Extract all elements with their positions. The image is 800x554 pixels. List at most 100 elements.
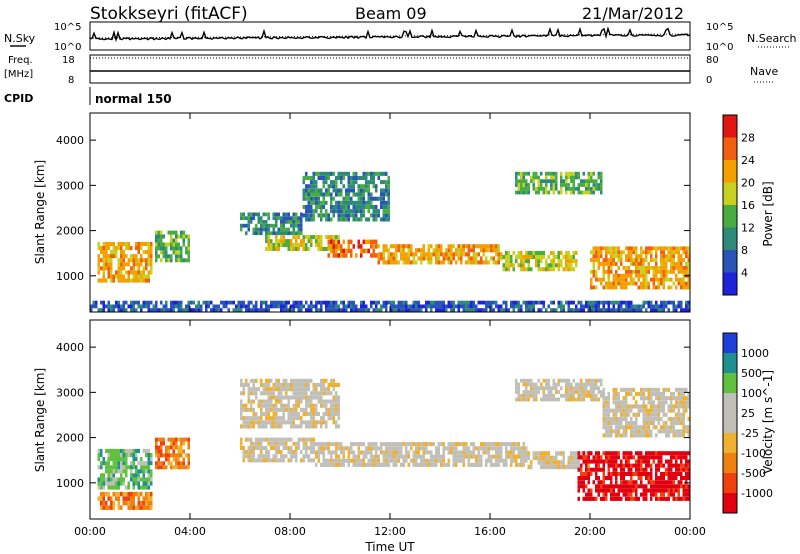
velocity-cell-band-1 — [130, 491, 133, 497]
power-cell-band-9 — [380, 188, 383, 193]
velocity-cell-band-8 — [332, 420, 335, 425]
power-cell-band-9 — [330, 217, 333, 222]
power-cell-band-10 — [542, 300, 545, 305]
power-cell-band-8 — [517, 183, 520, 187]
power-cell-band-9 — [327, 175, 330, 180]
power-cell-band-0 — [117, 262, 120, 267]
power-cell-band-2 — [272, 227, 275, 232]
power-cell-band-7 — [650, 246, 653, 251]
velocity-cell-band-7 — [550, 397, 553, 402]
velocity-cell-band-9 — [640, 429, 643, 434]
velocity-cell-band-4 — [517, 462, 520, 467]
power-cell-band-7 — [605, 250, 608, 255]
velocity-cell-band-4 — [430, 450, 433, 455]
velocity-cell-band-6 — [675, 451, 678, 456]
power-cell-band-5 — [390, 256, 393, 261]
velocity-cell-band-8 — [280, 382, 283, 387]
power-cell-band-3 — [320, 243, 323, 247]
power-cell-band-7 — [660, 273, 663, 278]
velocity-cell-band-3 — [257, 445, 260, 450]
power-cell-band-5 — [417, 256, 420, 261]
power-cell-band-1 — [162, 234, 165, 239]
power-cell-band-5 — [450, 260, 453, 265]
power-cell-band-9 — [302, 180, 305, 185]
velocity-cell-band-9 — [612, 408, 615, 413]
power-cell-band-10 — [392, 304, 395, 309]
velocity-cell-band-6 — [577, 476, 580, 481]
power-cell-band-2 — [300, 220, 303, 224]
velocity-cell-band-6 — [677, 471, 680, 476]
velocity-cell-band-6 — [680, 467, 683, 472]
power-cell-band-9 — [330, 200, 333, 205]
power-cell-band-8 — [572, 171, 575, 176]
power-cell-band-9 — [360, 209, 363, 214]
velocity-cell-band-7 — [555, 382, 558, 387]
power-cell-band-7 — [597, 258, 600, 262]
power-cell-band-7 — [635, 250, 638, 255]
velocity-cell-band-6 — [667, 480, 670, 485]
power-cell-band-3 — [305, 243, 308, 247]
power-cell-band-0 — [140, 278, 143, 283]
power-cell-band-7 — [672, 258, 675, 262]
velocity-cell-band-4 — [417, 462, 420, 467]
velocity-cell-band-3 — [270, 458, 273, 463]
power-cell-band-9 — [365, 180, 368, 185]
velocity-cell-band-7 — [525, 390, 528, 394]
power-cell-band-10 — [272, 300, 275, 305]
velocity-cell-band-6 — [657, 463, 660, 468]
power-cell-band-10 — [135, 300, 138, 305]
power-cell-band-8 — [585, 186, 588, 191]
velocity-cell-band-6 — [632, 484, 635, 489]
power-cell-band-0 — [135, 262, 138, 267]
power-cell-band-2 — [275, 231, 278, 236]
velocity-cell-band-6 — [622, 471, 625, 476]
power-cell-band-5 — [402, 260, 405, 265]
velocity-cell-band-4 — [492, 462, 495, 467]
power-cell-band-10 — [357, 308, 360, 312]
velocity-cell-band-8 — [305, 382, 308, 387]
power-cell-band-7 — [620, 285, 623, 290]
velocity-cell-band-8 — [325, 412, 328, 417]
velocity-cell-band-6 — [660, 471, 663, 476]
velocity-cell-band-8 — [255, 412, 258, 417]
velocity-cell-band-9 — [642, 404, 645, 409]
power-cell-band-5 — [472, 256, 475, 261]
velocity-cell-band-7 — [522, 382, 525, 387]
velocity-cell-band-7 — [565, 386, 568, 391]
power-cell-band-9 — [350, 184, 353, 189]
power-cell-band-10 — [122, 300, 125, 305]
velocity-cell-band-9 — [682, 429, 685, 434]
velocity-cell-band-6 — [602, 496, 605, 501]
power-cell-band-9 — [365, 217, 368, 222]
velocity-cell-band-9 — [645, 408, 648, 413]
velocity-cell-band-6 — [627, 471, 630, 476]
power-cell-band-9 — [330, 192, 333, 197]
velocity-cell-band-3 — [265, 454, 268, 459]
velocity-cell-band-9 — [677, 429, 680, 434]
power-cell-band-7 — [660, 269, 663, 274]
velocity-cell-band-6 — [605, 455, 608, 460]
power-cell-band-7 — [640, 273, 643, 278]
velocity-cell-band-4 — [490, 458, 493, 463]
power-cell-band-7 — [647, 246, 650, 251]
velocity-cell-band-6 — [625, 459, 628, 464]
power-cell-band-10 — [317, 300, 320, 305]
velocity-cell-band-3 — [260, 458, 263, 463]
velocity-cell-band-0 — [115, 465, 118, 470]
power-cell-band-8 — [555, 183, 558, 187]
power-cell-band-2 — [277, 227, 280, 232]
power-cell-band-9 — [365, 175, 368, 180]
velocity-cell-band-8 — [335, 407, 338, 412]
power-cell-band-7 — [640, 269, 643, 274]
velocity-cell-band-6 — [685, 476, 688, 481]
power-cell-band-3 — [302, 239, 305, 244]
power-cell-band-9 — [372, 171, 375, 176]
power-cell-band-7 — [652, 285, 655, 290]
velocity-cell-band-6 — [650, 488, 653, 493]
velocity-cell-band-4 — [392, 458, 395, 463]
power-cell-band-5 — [435, 256, 438, 261]
power-cell-band-5 — [412, 256, 415, 261]
velocity-cell-band-9 — [687, 404, 690, 409]
velocity-cell-band-6 — [657, 455, 660, 460]
power-cell-band-10 — [147, 308, 150, 312]
